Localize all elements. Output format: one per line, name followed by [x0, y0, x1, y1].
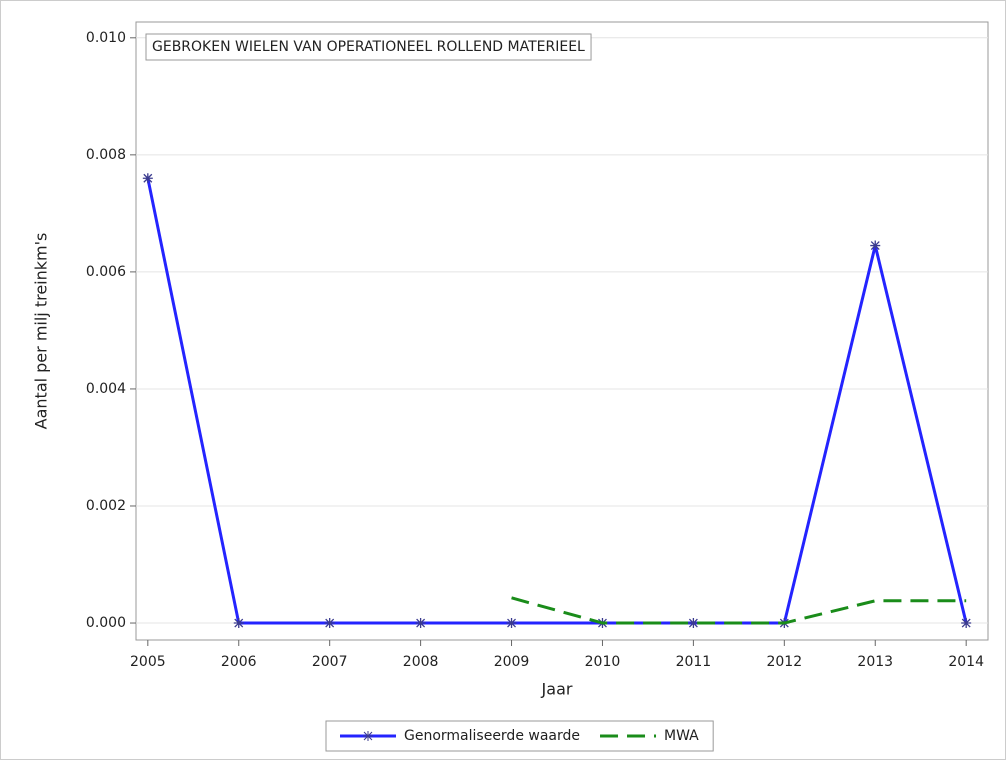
x-tick-label: 2008	[403, 654, 439, 670]
marker	[870, 240, 881, 251]
marker	[415, 618, 426, 629]
plot-area	[135, 21, 989, 641]
marker	[233, 618, 244, 629]
marker	[324, 618, 335, 629]
legend-label: MWA	[664, 728, 699, 744]
x-tick-label: 2007	[312, 654, 348, 670]
chart-title: GEBROKEN WIELEN VAN OPERATIONEEL ROLLEND…	[152, 39, 585, 55]
legend-marker	[363, 731, 373, 741]
y-tick-label: 0.002	[86, 498, 126, 514]
series-line	[146, 177, 968, 625]
x-tick-label: 2006	[221, 654, 257, 670]
marker	[506, 618, 517, 629]
x-axis-label: Jaar	[541, 680, 573, 699]
y-tick-label: 0.000	[86, 615, 126, 631]
title-box	[145, 33, 592, 61]
marker	[688, 618, 699, 629]
x-tick-label: 2009	[494, 654, 530, 670]
legend-label: Genormaliseerde waarde	[404, 728, 580, 744]
x-tick-label: 2012	[766, 654, 802, 670]
y-tick-label: 0.004	[86, 381, 126, 397]
marker	[142, 173, 153, 184]
y-axis-label: Aantal per milj treinkm's	[32, 233, 51, 430]
marker	[961, 618, 972, 629]
x-tick-label: 2005	[130, 654, 166, 670]
y-tick-label: 0.008	[86, 147, 126, 163]
x-tick-label: 2011	[676, 654, 712, 670]
y-tick-label: 0.010	[86, 30, 126, 46]
legend-box	[325, 720, 714, 752]
series-line	[511, 596, 967, 625]
x-tick-label: 2013	[857, 654, 893, 670]
x-tick-label: 2010	[585, 654, 621, 670]
x-tick-label: 2014	[948, 654, 984, 670]
y-tick-label: 0.006	[86, 264, 126, 280]
